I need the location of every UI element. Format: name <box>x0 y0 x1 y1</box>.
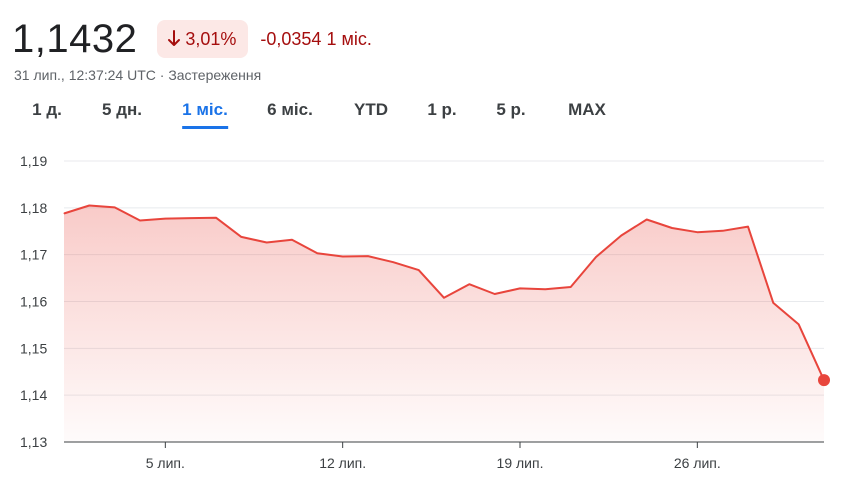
y-tick-label: 1,19 <box>20 153 47 169</box>
data-point <box>519 287 521 289</box>
data-point <box>747 226 749 228</box>
data-point <box>392 261 394 263</box>
tab-5-years[interactable]: 5 р. <box>496 100 526 119</box>
data-point <box>696 231 698 233</box>
data-point <box>798 323 800 325</box>
data-points <box>63 204 825 381</box>
change-percent-badge: 3,01% <box>157 20 249 58</box>
data-point <box>63 212 65 214</box>
change-percent: 3,01% <box>185 28 237 49</box>
data-point <box>443 297 445 299</box>
data-point <box>595 256 597 258</box>
y-tick-label: 1,18 <box>20 200 47 216</box>
data-point <box>468 283 470 285</box>
disclaimer-link[interactable]: Застереження <box>168 67 262 83</box>
last-price-marker[interactable] <box>818 374 830 387</box>
data-point <box>215 217 217 219</box>
x-tick-label: 26 лип. <box>674 455 721 471</box>
data-point <box>164 218 166 220</box>
data-point <box>722 230 724 232</box>
data-point <box>114 206 116 208</box>
data-point <box>772 302 774 304</box>
change-summary: -0,0354 1 міс. <box>260 29 371 50</box>
data-point <box>190 217 192 219</box>
arrow-down-icon <box>168 30 181 46</box>
quote-header: 1,1432 3,01% -0,0354 1 міс. <box>12 12 372 66</box>
change-absolute: -0,0354 <box>260 28 322 49</box>
data-point <box>367 255 369 257</box>
x-axis-ticks: 5 лип. 12 лип. 19 лип. 26 лип. <box>146 442 721 471</box>
tab-max[interactable]: MAX <box>568 100 606 119</box>
data-point <box>620 234 622 236</box>
current-price: 1,1432 <box>12 17 138 61</box>
tab-1-day[interactable]: 1 д. <box>32 100 62 119</box>
data-point <box>342 256 344 258</box>
y-tick-label: 1,16 <box>20 294 47 310</box>
tab-5-days[interactable]: 5 дн. <box>102 100 142 119</box>
data-point <box>291 239 293 241</box>
x-tick-label: 5 лип. <box>146 455 185 471</box>
tab-1-year[interactable]: 1 р. <box>427 100 457 119</box>
data-point <box>646 219 648 221</box>
y-tick-label: 1,15 <box>20 340 47 356</box>
x-tick-label: 12 лип. <box>319 455 366 471</box>
data-point <box>316 252 318 254</box>
timestamp: 31 лип., 12:37:24 UTC <box>14 67 156 83</box>
tab-1-month[interactable]: 1 міс. <box>182 100 228 129</box>
x-tick-label: 19 лип. <box>497 455 544 471</box>
data-point <box>570 286 572 288</box>
tab-6-months[interactable]: 6 міс. <box>267 100 313 119</box>
data-point <box>544 288 546 290</box>
y-tick-label: 1,13 <box>20 434 47 450</box>
y-tick-label: 1,14 <box>20 387 47 403</box>
price-chart[interactable]: 1,19 1,18 1,17 1,16 1,15 1,14 1,13 5 лип. 12 ли… <box>0 140 845 492</box>
data-point <box>494 293 496 295</box>
y-axis-labels: 1,19 1,18 1,17 1,16 1,15 1,14 1,13 <box>20 153 47 450</box>
data-point <box>266 241 268 243</box>
data-point <box>240 236 242 238</box>
change-period: 1 міс. <box>326 28 372 49</box>
data-point <box>671 227 673 229</box>
data-point <box>88 204 90 206</box>
quote-subline: 31 лип., 12:37:24 UTC · Застереження <box>14 67 261 83</box>
range-tabs: 1 д. 5 дн. 1 міс. 6 міс. YTD 1 р. 5 р. M… <box>0 96 845 132</box>
tab-ytd[interactable]: YTD <box>354 100 388 119</box>
data-point <box>418 269 420 271</box>
separator-dot: · <box>159 67 165 83</box>
price-area <box>64 205 824 442</box>
y-tick-label: 1,17 <box>20 247 47 263</box>
data-point <box>139 219 141 221</box>
